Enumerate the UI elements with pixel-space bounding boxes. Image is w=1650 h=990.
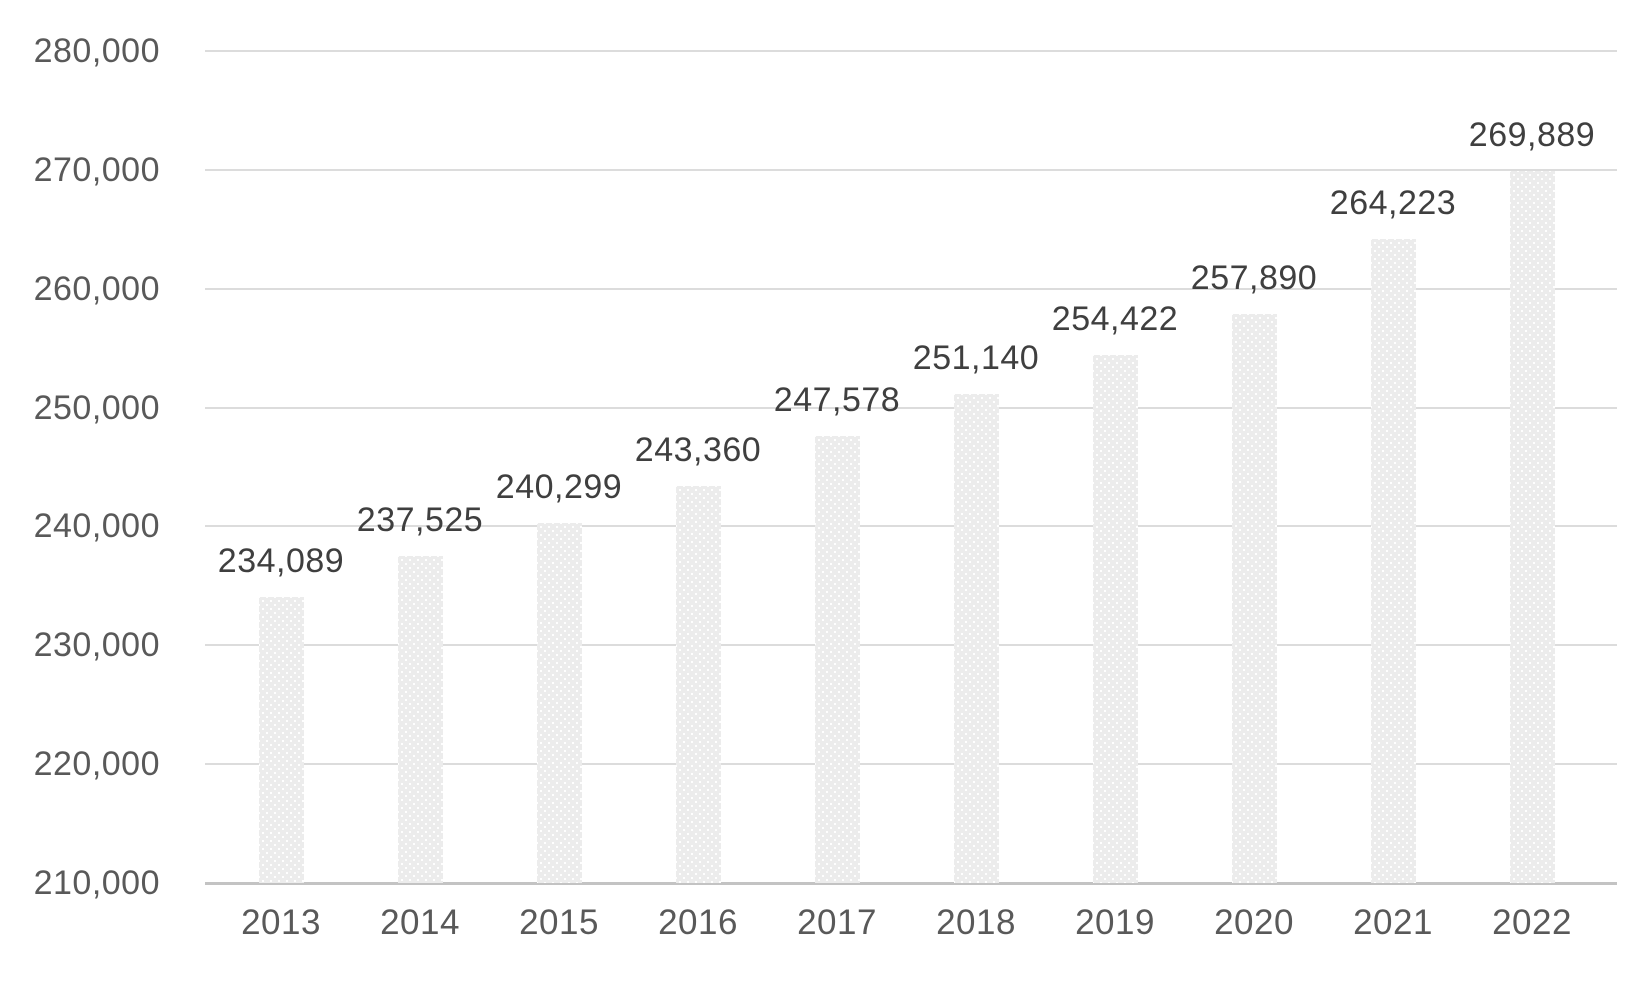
y-axis-tick-label: 260,000 [33,269,160,308]
bar-2022 [1509,171,1555,883]
data-label: 247,578 [773,381,901,420]
data-label: 254,422 [1051,300,1179,338]
gridline [205,287,1617,290]
y-axis-tick-label: 250,000 [33,388,160,427]
x-axis-tick-label: 2013 [241,903,321,942]
gridline [205,763,1617,766]
bar-2014 [397,555,443,883]
y-axis-tick-label: 240,000 [33,507,160,546]
data-label: 257,890 [1190,258,1318,297]
y-axis-tick-label: 220,000 [33,745,160,784]
x-axis-tick-label: 2022 [1492,903,1572,942]
data-label: 251,140 [912,339,1040,378]
bar-2020 [1231,313,1277,883]
data-label: 237,525 [356,500,484,539]
x-axis-line [205,882,1617,885]
x-axis-tick-label: 2017 [797,903,877,942]
gridline [205,168,1617,171]
bar-2018 [953,394,999,883]
y-axis-tick-label: 230,000 [33,626,160,665]
y-axis-tick-label: 210,000 [33,864,160,902]
data-label: 240,299 [495,467,623,506]
x-axis-tick-label: 2015 [519,903,599,942]
data-label: 264,223 [1329,183,1457,222]
x-axis-tick-label: 2021 [1353,903,1433,942]
gridline [205,644,1617,647]
x-axis-tick-label: 2016 [658,903,738,942]
gridline [205,50,1617,52]
bar-2015 [536,522,582,883]
bar-2017 [814,436,860,883]
gridline [205,525,1617,528]
bar-2016 [675,486,721,883]
x-axis-tick-label: 2018 [936,903,1016,942]
y-axis-tick-label: 280,000 [33,32,160,70]
x-axis-tick-label: 2019 [1075,903,1155,942]
data-label: 269,889 [1468,116,1596,155]
data-label: 234,089 [217,541,345,580]
y-axis-tick-label: 270,000 [33,150,160,189]
x-axis-tick-label: 2020 [1214,903,1294,942]
bar-2013 [258,596,304,883]
x-axis-tick-label: 2014 [380,903,460,942]
bar-2021 [1370,238,1416,883]
bar-2019 [1092,355,1138,883]
gridline [205,406,1617,409]
data-label: 243,360 [634,431,762,470]
